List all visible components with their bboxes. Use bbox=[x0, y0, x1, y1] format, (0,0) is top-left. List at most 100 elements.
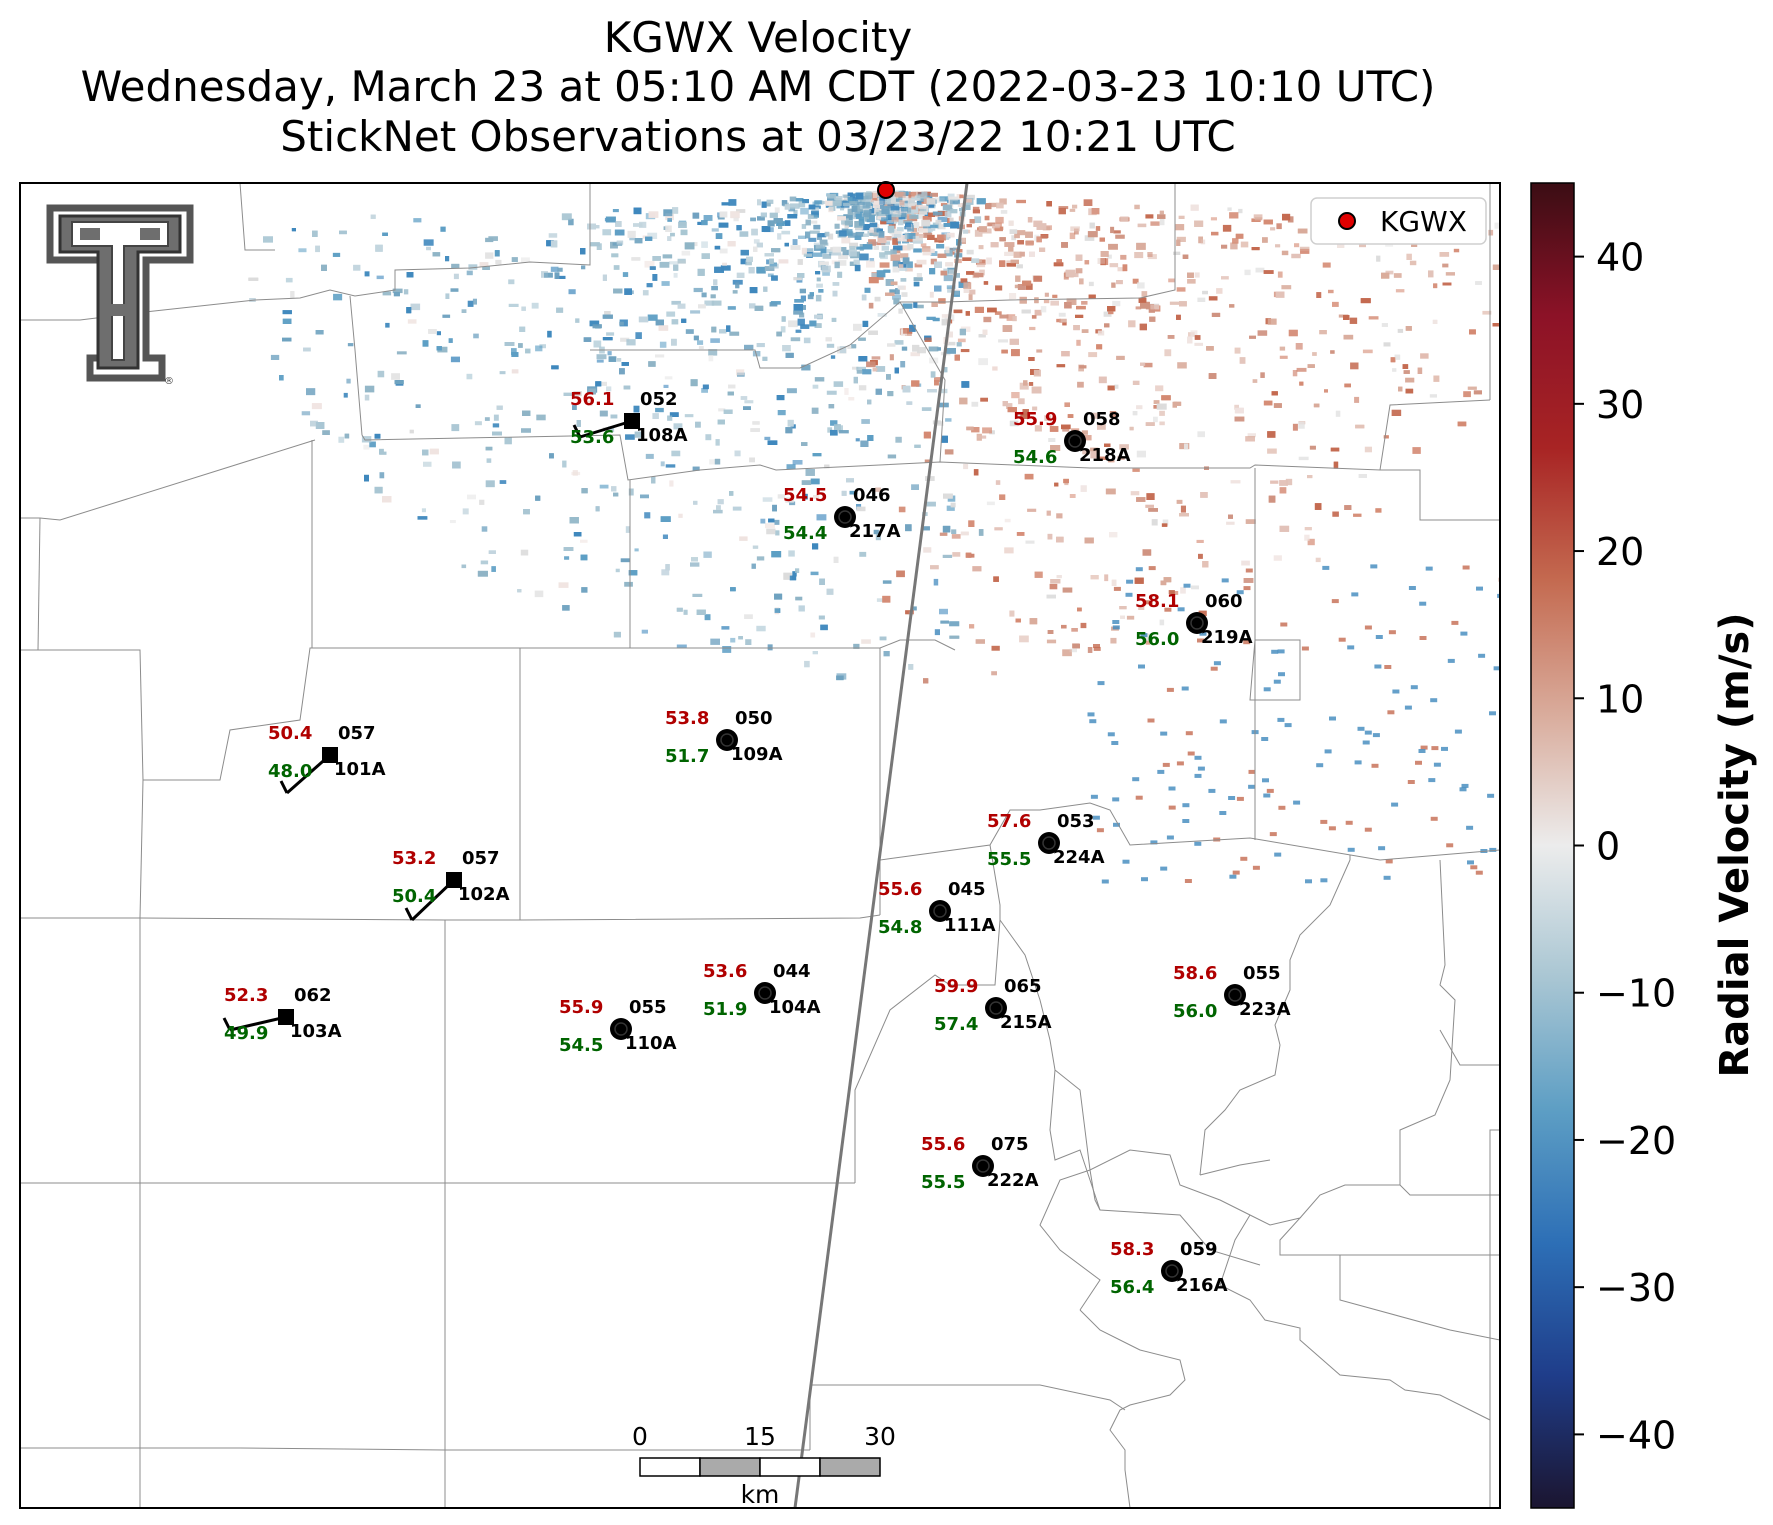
station-marker-square bbox=[446, 872, 462, 888]
station-min-wind: 54.8 bbox=[878, 917, 922, 938]
station-wind-direction: 062 bbox=[294, 985, 332, 1006]
station-id: 217A bbox=[849, 521, 901, 542]
station-min-wind: 56.0 bbox=[1173, 1001, 1217, 1022]
station-min-wind: 57.4 bbox=[934, 1014, 978, 1035]
station-216A[interactable]: 58.3 059 56.4 216A bbox=[1110, 1239, 1228, 1298]
colorbar-label: Radial Velocity (m/s) bbox=[1712, 612, 1758, 1077]
station-110A[interactable]: 55.9 055 54.5 110A bbox=[559, 997, 677, 1056]
station-marker-ring bbox=[1042, 836, 1056, 850]
station-marker-ring bbox=[838, 510, 852, 524]
station-223A[interactable]: 58.6 055 56.0 223A bbox=[1173, 963, 1291, 1022]
station-wind-direction: 052 bbox=[640, 389, 678, 410]
station-marker-calm bbox=[1161, 1260, 1183, 1282]
station-id: 110A bbox=[625, 1033, 677, 1054]
station-max-wind: 58.1 bbox=[1135, 591, 1179, 612]
station-min-wind: 51.9 bbox=[703, 999, 747, 1020]
station-id: 104A bbox=[769, 997, 821, 1018]
station-id: 218A bbox=[1079, 445, 1131, 466]
station-max-wind: 59.9 bbox=[934, 976, 978, 997]
station-101A[interactable]: 50.4 057 48.0 101A bbox=[268, 723, 386, 795]
station-wind-direction: 059 bbox=[1180, 1239, 1218, 1260]
station-104A[interactable]: 53.6 044 51.9 104A bbox=[703, 961, 821, 1020]
station-marker-ring bbox=[1190, 616, 1204, 630]
colorbar-tick-label: −20 bbox=[1596, 1119, 1676, 1163]
station-max-wind: 55.6 bbox=[921, 1134, 965, 1155]
texas-tech-logo: ® bbox=[46, 204, 194, 387]
station-marker-square bbox=[322, 747, 338, 763]
station-max-wind: 50.4 bbox=[268, 723, 312, 744]
station-marker-ring bbox=[1068, 434, 1082, 448]
station-111A[interactable]: 55.6 045 54.8 111A bbox=[878, 879, 996, 938]
station-wind-direction: 055 bbox=[629, 997, 667, 1018]
legend-marker-icon bbox=[1338, 212, 1356, 230]
wind-barb-flag bbox=[279, 780, 289, 794]
station-108A[interactable]: 56.1 052 53.6 108A bbox=[570, 389, 688, 448]
station-min-wind: 54.5 bbox=[559, 1035, 603, 1056]
station-id: 219A bbox=[1201, 627, 1253, 648]
station-marker-ring bbox=[614, 1022, 628, 1036]
station-marker-calm bbox=[1186, 612, 1208, 634]
station-marker-calm bbox=[1038, 832, 1060, 854]
station-224A[interactable]: 57.6 053 55.5 224A bbox=[987, 811, 1105, 870]
station-id: 223A bbox=[1239, 999, 1291, 1020]
station-id: 103A bbox=[290, 1021, 342, 1042]
station-102A[interactable]: 53.2 057 50.4 102A bbox=[392, 848, 510, 922]
colorbar-tick-label: −30 bbox=[1596, 1266, 1676, 1310]
station-103A[interactable]: 52.3 062 49.9 103A bbox=[222, 985, 342, 1044]
station-wind-direction: 053 bbox=[1057, 811, 1095, 832]
station-wind-direction: 057 bbox=[462, 848, 500, 869]
station-215A[interactable]: 59.9 065 57.4 215A bbox=[934, 976, 1052, 1035]
station-marker-calm bbox=[610, 1018, 632, 1040]
station-id: 111A bbox=[944, 915, 996, 936]
wind-barb-flag bbox=[222, 1017, 232, 1031]
station-222A[interactable]: 55.6 075 55.5 222A bbox=[921, 1134, 1039, 1193]
station-wind-direction: 075 bbox=[991, 1134, 1029, 1155]
station-marker-ring bbox=[1165, 1264, 1179, 1278]
station-max-wind: 55.6 bbox=[878, 879, 922, 900]
station-max-wind: 58.3 bbox=[1110, 1239, 1154, 1260]
station-min-wind: 53.6 bbox=[570, 427, 614, 448]
station-marker-ring bbox=[976, 1159, 990, 1173]
station-id: 109A bbox=[731, 744, 783, 765]
station-id: 101A bbox=[334, 759, 386, 780]
scale-tick-0: 0 bbox=[632, 1422, 648, 1451]
station-wind-direction: 065 bbox=[1004, 976, 1042, 997]
station-218A[interactable]: 55.9 058 54.6 218A bbox=[1013, 409, 1131, 468]
scale-unit: km bbox=[741, 1480, 780, 1509]
station-wind-direction: 045 bbox=[948, 879, 986, 900]
station-id: 222A bbox=[987, 1170, 1039, 1191]
stickNet-stations: 56.1 052 53.6 108A 54.5 046 54.4 217A 55.9 058 54.… bbox=[222, 389, 1291, 1298]
station-marker-calm bbox=[754, 982, 776, 1004]
station-marker-square bbox=[624, 413, 640, 429]
wind-barb-flag bbox=[404, 907, 414, 921]
station-marker-calm bbox=[985, 997, 1007, 1019]
station-marker-square bbox=[278, 1009, 294, 1025]
colorbar-tick-label: 0 bbox=[1596, 825, 1620, 869]
station-marker-calm bbox=[972, 1155, 994, 1177]
station-marker-calm bbox=[834, 506, 856, 528]
colorbar-gradient bbox=[1530, 182, 1575, 1509]
station-max-wind: 53.6 bbox=[703, 961, 747, 982]
station-217A[interactable]: 54.5 046 54.4 217A bbox=[783, 485, 901, 544]
station-min-wind: 56.0 bbox=[1135, 629, 1179, 650]
station-id: 108A bbox=[636, 425, 688, 446]
title-line-3: StickNet Observations at 03/23/22 10:21 … bbox=[280, 112, 1236, 161]
station-marker-calm bbox=[1064, 430, 1086, 452]
station-max-wind: 58.6 bbox=[1173, 963, 1217, 984]
station-max-wind: 53.8 bbox=[665, 708, 709, 729]
colorbar-tick-label: 10 bbox=[1596, 677, 1644, 721]
station-109A[interactable]: 53.8 050 51.7 109A bbox=[665, 708, 783, 767]
station-min-wind: 48.0 bbox=[268, 761, 312, 782]
station-marker-ring bbox=[720, 733, 734, 747]
station-wind-direction: 055 bbox=[1243, 963, 1281, 984]
colorbar-tick-label: 30 bbox=[1596, 383, 1644, 427]
station-219A[interactable]: 58.1 060 56.0 219A bbox=[1135, 591, 1253, 650]
radar-velocity-field bbox=[248, 190, 1500, 884]
legend-label: KGWX bbox=[1380, 205, 1467, 238]
station-wind-direction: 058 bbox=[1083, 409, 1121, 430]
station-max-wind: 55.9 bbox=[1013, 409, 1057, 430]
station-max-wind: 57.6 bbox=[987, 811, 1031, 832]
wind-barb bbox=[229, 1015, 287, 1032]
station-marker-ring bbox=[989, 1001, 1003, 1015]
